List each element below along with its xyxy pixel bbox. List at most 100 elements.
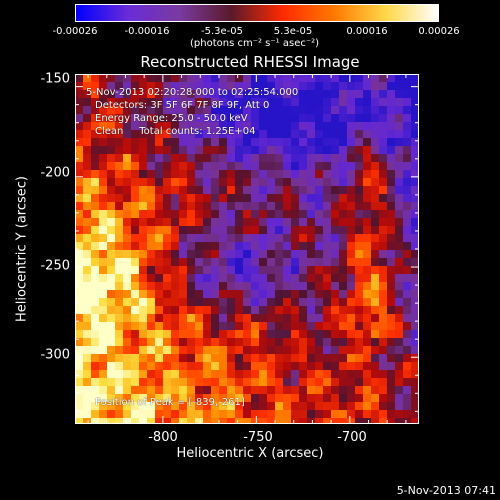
- heatmap-cell: [75, 410, 83, 418]
- heatmap-cell: [139, 90, 147, 98]
- heatmap-cell: [131, 218, 139, 226]
- heatmap-cell: [227, 170, 235, 178]
- heatmap-cell: [307, 370, 315, 378]
- heatmap-cell: [363, 242, 371, 250]
- heatmap-cell: [131, 314, 139, 322]
- heatmap-cell: [171, 138, 179, 146]
- heatmap-cell: [283, 306, 291, 314]
- heatmap-cell: [131, 138, 139, 146]
- heatmap-cell: [123, 194, 131, 202]
- heatmap-cell: [243, 90, 251, 98]
- heatmap-cell: [331, 250, 339, 258]
- heatmap-cell: [299, 298, 307, 306]
- heatmap-cell: [323, 314, 331, 322]
- heatmap-cell: [403, 106, 411, 114]
- heatmap-cell: [299, 146, 307, 154]
- x-tick-label: -750: [243, 430, 273, 445]
- heatmap-cell: [219, 74, 227, 82]
- heatmap-cell: [259, 170, 267, 178]
- heatmap-cell: [307, 298, 315, 306]
- heatmap-cell: [99, 170, 107, 178]
- heatmap-cell: [283, 154, 291, 162]
- heatmap-cell: [371, 90, 379, 98]
- heatmap-cell: [115, 402, 123, 410]
- heatmap-cell: [171, 314, 179, 322]
- heatmap-cell: [395, 346, 403, 354]
- heatmap-cell: [379, 210, 387, 218]
- heatmap-cell: [211, 242, 219, 250]
- heatmap-cell: [107, 146, 115, 154]
- heatmap-cell: [187, 338, 195, 346]
- heatmap-cell: [227, 362, 235, 370]
- heatmap-cell: [107, 202, 115, 210]
- heatmap-cell: [171, 402, 179, 410]
- heatmap-cell: [283, 314, 291, 322]
- heatmap-cell: [131, 378, 139, 386]
- heatmap-cell: [347, 258, 355, 266]
- heatmap-cell: [411, 386, 419, 394]
- heatmap-cell: [347, 146, 355, 154]
- heatmap-cell: [355, 362, 363, 370]
- heatmap-cell: [179, 154, 187, 162]
- heatmap-cell: [387, 186, 395, 194]
- heatmap-cell: [355, 330, 363, 338]
- heatmap-cell: [83, 98, 91, 106]
- heatmap-cell: [275, 282, 283, 290]
- heatmap-cell: [403, 234, 411, 242]
- heatmap-cell: [131, 370, 139, 378]
- heatmap-cell: [395, 138, 403, 146]
- heatmap-cell: [291, 178, 299, 186]
- heatmap-cell: [91, 194, 99, 202]
- heatmap-cell: [243, 298, 251, 306]
- heatmap-cell: [187, 266, 195, 274]
- heatmap-cell: [243, 122, 251, 130]
- heatmap-cell: [259, 338, 267, 346]
- heatmap-cell: [83, 178, 91, 186]
- heatmap-cell: [259, 146, 267, 154]
- heatmap-cell: [115, 346, 123, 354]
- heatmap-cell: [395, 394, 403, 402]
- heatmap-cell: [315, 282, 323, 290]
- heatmap-cell: [363, 106, 371, 114]
- heatmap-cell: [267, 146, 275, 154]
- heatmap-cell: [163, 98, 171, 106]
- heatmap-cell: [371, 178, 379, 186]
- heatmap-cell: [139, 154, 147, 162]
- heatmap-cell: [291, 122, 299, 130]
- heatmap-cell: [307, 290, 315, 298]
- heatmap-cell: [227, 418, 235, 424]
- heatmap-cell: [131, 90, 139, 98]
- heatmap-cell: [379, 250, 387, 258]
- heatmap-cell: [187, 98, 195, 106]
- heatmap-cell: [339, 330, 347, 338]
- heatmap-cell: [107, 114, 115, 122]
- heatmap-cell: [107, 386, 115, 394]
- heatmap-cell: [347, 386, 355, 394]
- heatmap-cell: [307, 394, 315, 402]
- heatmap-cell: [115, 122, 123, 130]
- heatmap-cell: [179, 306, 187, 314]
- heatmap-cell: [259, 402, 267, 410]
- heatmap-cell: [131, 402, 139, 410]
- heatmap-cell: [227, 98, 235, 106]
- heatmap-cell: [227, 322, 235, 330]
- heatmap-cell: [195, 266, 203, 274]
- heatmap-cell: [227, 274, 235, 282]
- heatmap-cell: [147, 186, 155, 194]
- heatmap-cell: [299, 258, 307, 266]
- heatmap-cell: [171, 378, 179, 386]
- heatmap-cell: [267, 362, 275, 370]
- heatmap-cell: [179, 418, 187, 424]
- heatmap-cell: [347, 314, 355, 322]
- heatmap-cell: [107, 74, 115, 82]
- heatmap-cell: [331, 242, 339, 250]
- heatmap-cell: [235, 218, 243, 226]
- heatmap-cell: [251, 394, 259, 402]
- heatmap-cell: [299, 154, 307, 162]
- heatmap-cell: [203, 122, 211, 130]
- heatmap-cell: [227, 370, 235, 378]
- heatmap-cell: [331, 354, 339, 362]
- heatmap-cell: [307, 114, 315, 122]
- heatmap-cell: [267, 234, 275, 242]
- heatmap-cell: [403, 242, 411, 250]
